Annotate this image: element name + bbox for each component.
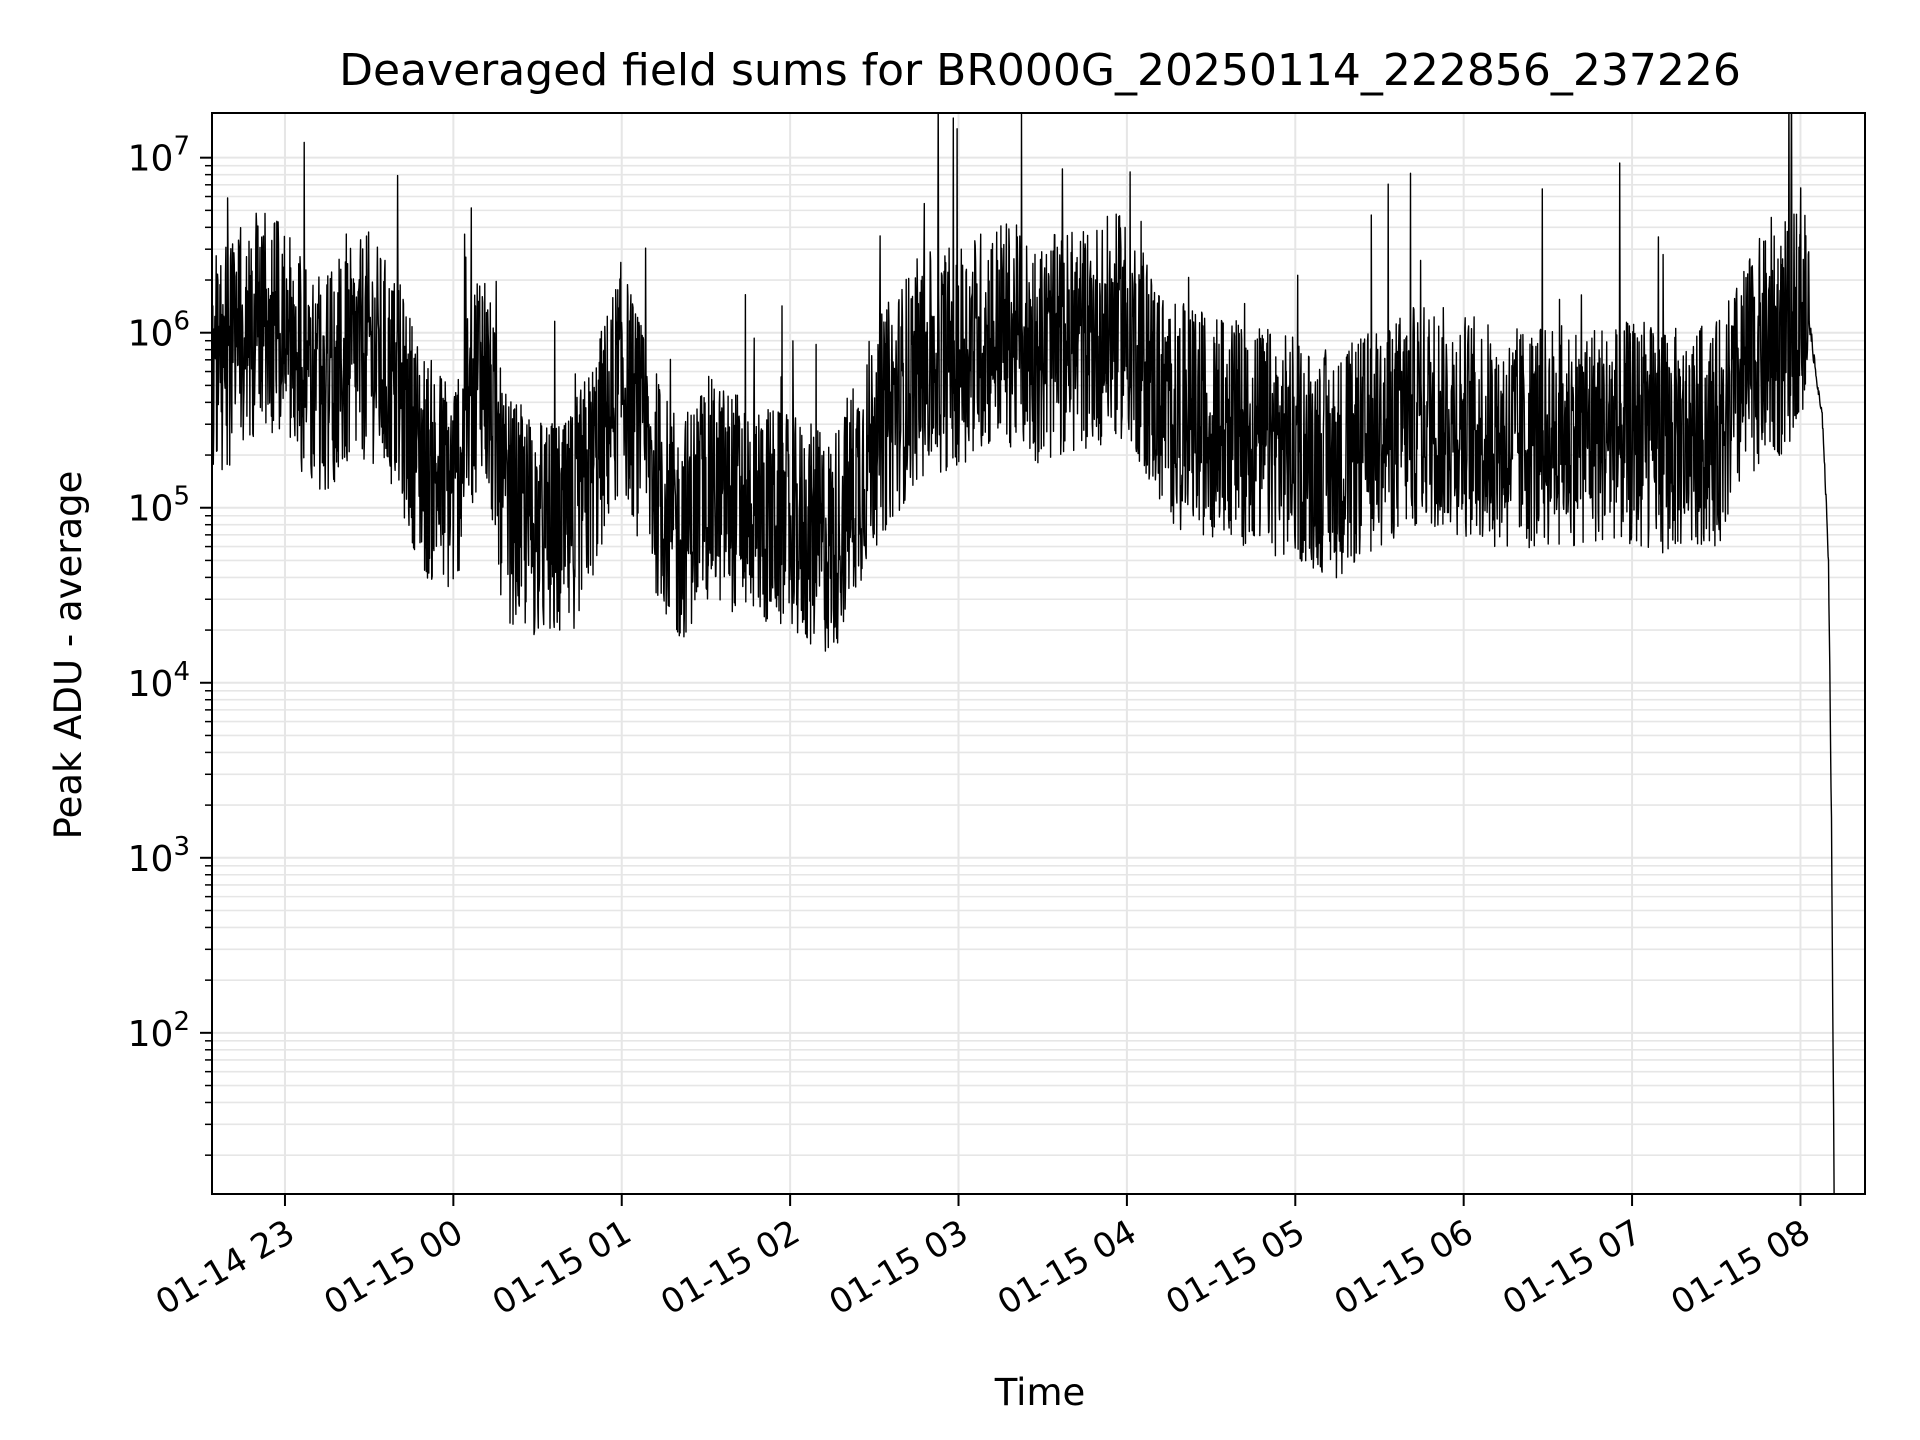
x-axis-label: Time (994, 1371, 1086, 1414)
grid (212, 113, 1865, 1194)
plot-frame (211, 112, 1866, 1195)
series-layer (212, 113, 1835, 1194)
series-line-0 (212, 113, 1835, 1194)
y-tick-label: 102 (128, 1007, 190, 1055)
y-tick-label: 105 (128, 482, 190, 530)
y-tick-label: 103 (128, 832, 190, 880)
chart-title: Deaveraged field sums for BR000G_2025011… (339, 45, 1741, 96)
y-axis-ticks: 102 103 104 105 106 107 (128, 132, 212, 1156)
y-tick-label: 106 (128, 307, 190, 355)
y-axis-label: Peak ADU - average (47, 471, 90, 840)
y-tick-label: 107 (128, 132, 190, 180)
y-tick-label: 104 (128, 657, 190, 705)
